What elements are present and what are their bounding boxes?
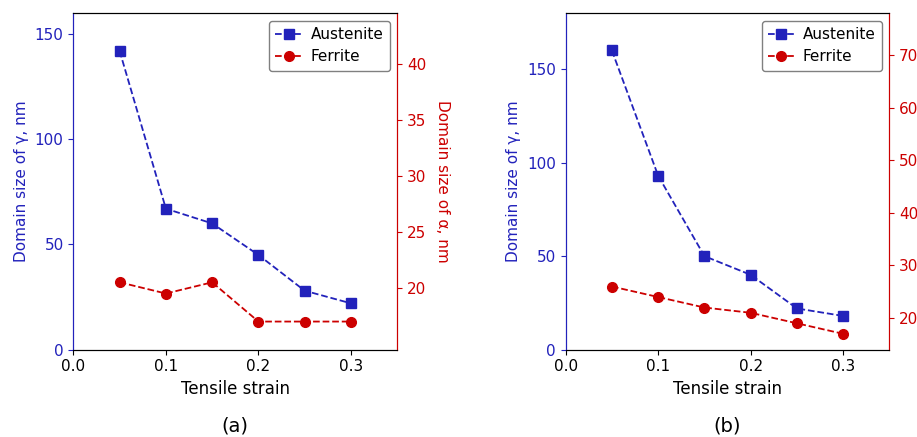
Austenite (838, 313, 849, 319)
Line: Ferrite: Ferrite (115, 277, 356, 326)
Line: Ferrite: Ferrite (607, 282, 848, 339)
Austenite (206, 221, 217, 226)
Ferrite (838, 331, 849, 336)
Ferrite (699, 305, 710, 310)
Austenite (346, 301, 357, 306)
Ferrite (253, 319, 264, 324)
Austenite (653, 173, 664, 178)
Line: Austenite: Austenite (115, 46, 356, 308)
X-axis label: Tensile strain: Tensile strain (181, 380, 290, 398)
Austenite (606, 48, 617, 53)
Ferrite (299, 319, 310, 324)
Austenite (746, 272, 757, 277)
Text: (b): (b) (713, 417, 741, 436)
Austenite (699, 253, 710, 259)
Austenite (253, 252, 264, 257)
Austenite (791, 306, 802, 311)
Austenite (299, 288, 310, 293)
Y-axis label: Domain size of γ, nm: Domain size of γ, nm (14, 101, 29, 262)
Ferrite (206, 280, 217, 285)
Ferrite (346, 319, 357, 324)
Ferrite (746, 310, 757, 316)
Legend: Austenite, Ferrite: Austenite, Ferrite (762, 21, 882, 71)
Y-axis label: Domain size of α, nm: Domain size of α, nm (435, 100, 449, 263)
Legend: Austenite, Ferrite: Austenite, Ferrite (270, 21, 390, 71)
Austenite (160, 206, 171, 212)
Ferrite (160, 291, 171, 296)
Y-axis label: Domain size of γ, nm: Domain size of γ, nm (506, 101, 522, 262)
Ferrite (791, 321, 802, 326)
Austenite (114, 49, 125, 54)
Text: (a): (a) (222, 417, 249, 436)
Line: Austenite: Austenite (607, 45, 848, 321)
Ferrite (606, 284, 617, 289)
Ferrite (114, 280, 125, 285)
Ferrite (653, 295, 664, 300)
X-axis label: Tensile strain: Tensile strain (673, 380, 782, 398)
